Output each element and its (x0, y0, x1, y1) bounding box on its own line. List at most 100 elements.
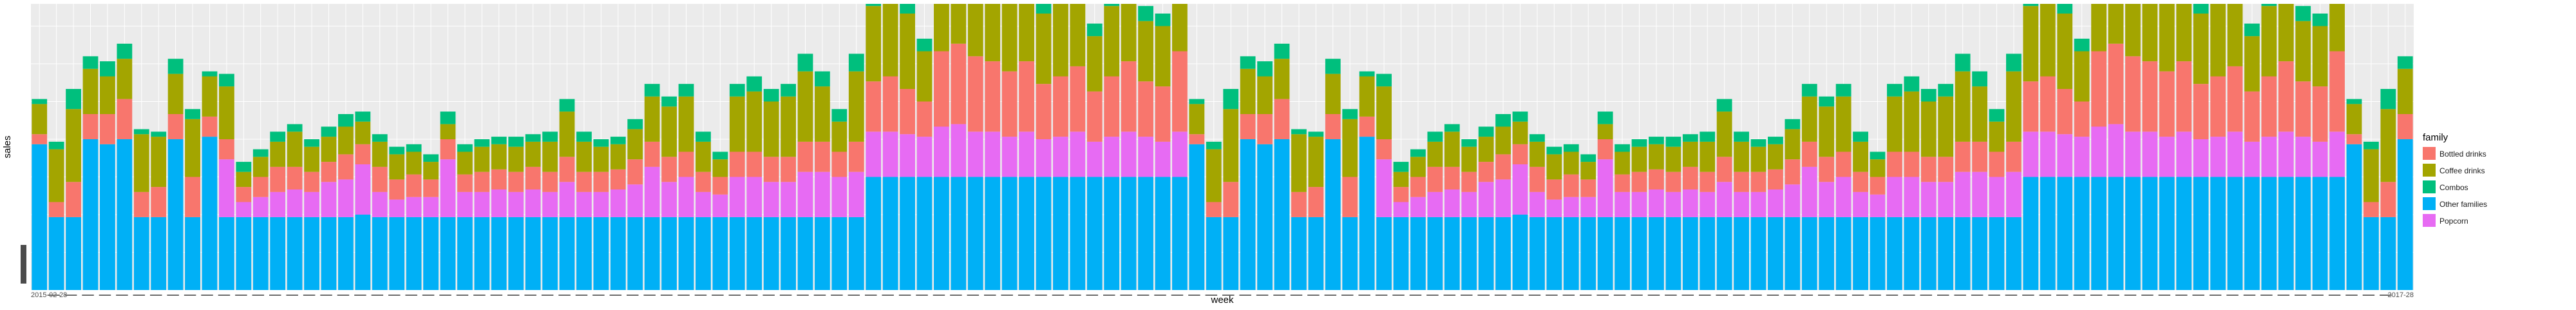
bar-segment-other-families (815, 217, 830, 290)
bar-segment-coffee-drinks (1155, 26, 1171, 87)
bar-segment-bottled-drinks (1682, 166, 1698, 189)
bar-segment-coffee-drinks (2380, 109, 2396, 182)
bar-segment-combos (2057, 4, 2073, 14)
bar-segment-other-families (542, 217, 558, 290)
legend-swatch-bottled-drinks (2423, 147, 2436, 160)
bar-segment-coffee-drinks (406, 151, 422, 175)
bar-segment-popcorn (746, 177, 762, 217)
bar-segment-bottled-drinks (1512, 144, 1528, 164)
bar-segment-bottled-drinks (1086, 91, 1103, 142)
bar-segment-other-families (2380, 217, 2396, 290)
bar-segment-bottled-drinks (321, 162, 337, 182)
bar-segment-coffee-drinks (763, 101, 779, 157)
bar-segment-bottled-drinks (644, 141, 660, 167)
bar-segment-bottled-drinks (1563, 174, 1579, 197)
bar-segment-popcorn (2244, 141, 2260, 177)
bar-segment-bottled-drinks (916, 101, 933, 137)
bar-segment-other-families (133, 217, 149, 290)
bar-segment-bottled-drinks (287, 166, 303, 189)
bar-segment-bottled-drinks (2091, 51, 2107, 127)
bar-segment-other-families (48, 217, 64, 290)
bar-segment-other-families (2023, 177, 2039, 290)
bar-segment-popcorn (916, 137, 933, 177)
bar-segment-popcorn (2040, 131, 2056, 177)
bar-segment-other-families (66, 217, 81, 290)
bar-segment-bottled-drinks (559, 157, 575, 182)
bar-segment-popcorn (2074, 137, 2090, 177)
bar-segment-other-families (1223, 217, 1239, 290)
bar-segment-other-families (746, 217, 762, 290)
x-axis-tick-labels: 2015-02-28 2017-28 (31, 291, 2414, 299)
bar-segment-combos (1223, 89, 1239, 110)
bar-segment-bottled-drinks (2006, 141, 2022, 172)
bar-segment-combos (797, 53, 813, 72)
bar-segment-coffee-drinks (900, 14, 915, 89)
bar-segment-other-families (797, 217, 813, 290)
bar-segment-other-families (1036, 177, 1052, 290)
bar-segment-popcorn (270, 191, 286, 217)
bar-segment-coffee-drinks (117, 59, 133, 99)
bar-segment-combos (1359, 71, 1375, 77)
bar-segment-combos (151, 131, 167, 137)
bar-segment-coffee-drinks (610, 144, 626, 170)
bar-segment-combos (1750, 139, 1766, 147)
bar-segment-coffee-drinks (1053, 4, 1068, 77)
bar-segment-popcorn (1785, 184, 1801, 217)
bar-segment-combos (916, 39, 933, 52)
bar-segment-other-families (1104, 177, 1120, 290)
bar-segment-popcorn (304, 191, 319, 217)
bar-segment-bottled-drinks (1291, 191, 1307, 217)
bar-segment-bottled-drinks (406, 174, 422, 197)
bar-segment-coffee-drinks (866, 6, 882, 82)
bar-segment-popcorn (2176, 131, 2192, 177)
bar-segment-coffee-drinks (576, 141, 592, 172)
bar-segment-popcorn (2312, 141, 2328, 177)
bar-segment-coffee-drinks (1274, 59, 1290, 99)
bar-segment-combos (1325, 59, 1341, 74)
bar-segment-popcorn (1138, 137, 1153, 177)
bar-segment-combos (1580, 154, 1596, 162)
bar-segment-bottled-drinks (1444, 166, 1460, 189)
bar-segment-bottled-drinks (2159, 71, 2175, 137)
bar-segment-bottled-drinks (2329, 51, 2345, 132)
bar-segment-popcorn (985, 131, 1001, 177)
bar-segment-bottled-drinks (1887, 151, 1902, 177)
bar-segment-combos (1700, 131, 1716, 142)
bar-segment-combos (287, 124, 303, 132)
bar-segment-bottled-drinks (2193, 84, 2209, 139)
bar-segment-other-families (1325, 139, 1341, 290)
bar-segment-other-families (1785, 217, 1801, 290)
bar-segment-combos (1257, 61, 1273, 77)
bar-segment-popcorn (2091, 126, 2107, 177)
bar-segment-other-families (2193, 177, 2209, 290)
bar-segment-bottled-drinks (2380, 182, 2396, 217)
bar-segment-coffee-drinks (1172, 4, 1188, 52)
bar-segment-other-families (1308, 217, 1324, 290)
bar-segment-coffee-drinks (2040, 4, 2056, 77)
bar-segment-coffee-drinks (2091, 4, 2107, 52)
bar-segment-popcorn (848, 171, 864, 217)
bar-segment-coffee-drinks (1240, 68, 1256, 114)
bar-segment-other-families (2346, 144, 2362, 290)
bar-segment-bottled-drinks (219, 139, 234, 160)
bar-segment-coffee-drinks (219, 86, 234, 139)
bar-segment-bottled-drinks (2295, 81, 2311, 137)
bar-segment-popcorn (287, 189, 303, 217)
bar-segment-other-families (117, 139, 133, 290)
bar-segment-other-families (1291, 217, 1307, 290)
bar-segment-bottled-drinks (729, 151, 745, 177)
bar-segment-bottled-drinks (2074, 101, 2090, 137)
bar-segment-combos (1597, 111, 1613, 124)
bar-segment-other-families (1376, 217, 1392, 290)
bar-segment-other-families (610, 217, 626, 290)
bar-segment-bottled-drinks (82, 114, 99, 139)
bar-segment-other-families (967, 177, 983, 290)
bar-segment-bottled-drinks (900, 89, 915, 135)
bar-segment-bottled-drinks (1530, 166, 1545, 192)
bar-segment-bottled-drinks (610, 169, 626, 189)
legend-label-coffee-drinks: Coffee drinks (2439, 166, 2485, 175)
bar-segment-popcorn (729, 177, 745, 217)
bar-segment-coffee-drinks (2363, 149, 2379, 202)
plot-panel-background (31, 4, 2414, 290)
bar-segment-bottled-drinks (1734, 171, 1749, 192)
